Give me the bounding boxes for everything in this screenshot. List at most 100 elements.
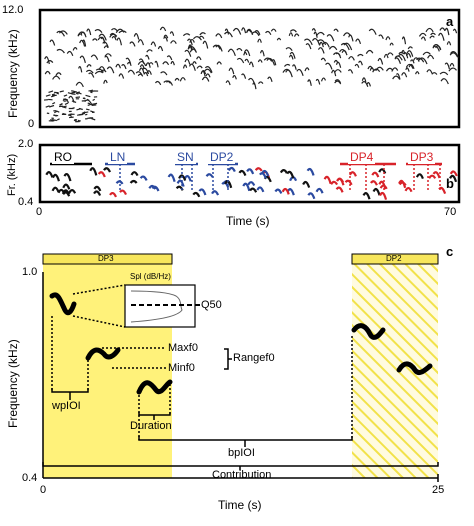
spectrogram-mark bbox=[449, 62, 455, 67]
spectrogram-mark bbox=[257, 81, 264, 85]
band-dp2-label: DP2 bbox=[386, 254, 402, 263]
spectrogram-mark bbox=[54, 110, 58, 114]
spectrogram-mark bbox=[339, 48, 348, 56]
spectrogram-b-mark bbox=[148, 184, 157, 190]
minf0-label: Minf0 bbox=[168, 362, 195, 374]
spectrogram-b-mark bbox=[51, 173, 60, 182]
spectrogram-mark bbox=[157, 45, 164, 52]
spectrogram-mark bbox=[440, 78, 449, 85]
spectrogram-mark bbox=[357, 53, 364, 57]
spectrogram-mark bbox=[259, 49, 265, 57]
spectrogram-mark bbox=[415, 71, 420, 75]
spectrogram-mark bbox=[170, 40, 177, 44]
note-1 bbox=[49, 292, 77, 316]
spectrogram-mark bbox=[192, 61, 197, 65]
spectrogram-mark bbox=[77, 33, 83, 37]
spectrogram-mark bbox=[232, 75, 237, 80]
spectrogram-mark bbox=[69, 114, 73, 117]
spectrogram-mark bbox=[52, 75, 61, 80]
spectrogram-b-mark bbox=[97, 171, 106, 178]
spectrogram-mark bbox=[111, 28, 119, 32]
spectrogram-b-mark bbox=[306, 167, 315, 176]
spectrogram-mark bbox=[86, 28, 92, 36]
spectrogram-mark bbox=[267, 76, 273, 82]
spectrogram-mark bbox=[340, 42, 350, 51]
spectrogram-mark bbox=[85, 108, 90, 111]
spectrogram-mark bbox=[288, 32, 294, 37]
spectrogram-mark bbox=[321, 41, 330, 48]
panel-a-spectrogram bbox=[38, 8, 461, 129]
spectrogram-b-mark bbox=[371, 171, 380, 178]
spectrogram-mark bbox=[394, 57, 401, 64]
spectrogram-mark bbox=[150, 41, 157, 47]
spectrogram-mark bbox=[199, 32, 206, 36]
spectrogram-mark bbox=[432, 43, 442, 51]
spectrogram-mark bbox=[392, 75, 401, 80]
spectrogram-mark bbox=[227, 48, 236, 57]
spectrogram-mark bbox=[368, 28, 377, 35]
spectrogram-mark bbox=[79, 39, 86, 47]
spectrogram-mark bbox=[375, 66, 384, 72]
spectrogram-mark bbox=[200, 69, 207, 75]
spectrogram-mark bbox=[270, 28, 277, 32]
spectrogram-mark bbox=[431, 72, 438, 75]
spectrogram-mark bbox=[410, 59, 415, 64]
spectrogram-mark bbox=[289, 51, 296, 59]
spectrogram-mark bbox=[293, 33, 300, 37]
spectrogram-mark bbox=[450, 51, 459, 58]
spectrogram-mark bbox=[263, 57, 273, 62]
spectrogram-mark bbox=[397, 53, 406, 62]
spectrogram-mark bbox=[163, 80, 172, 84]
panel-c-letter: c bbox=[446, 244, 454, 259]
panel-a-y-max-tick: 12.0 bbox=[2, 4, 24, 16]
spectrogram-mark bbox=[163, 34, 169, 39]
spectrogram-mark bbox=[53, 114, 57, 117]
spectrogram-mark bbox=[77, 113, 82, 116]
spectrogram-mark bbox=[81, 112, 86, 115]
spectrogram-mark bbox=[444, 27, 450, 36]
spectrogram-mark bbox=[59, 90, 64, 93]
spectrogram-b-mark bbox=[129, 179, 138, 184]
spectrogram-mark bbox=[335, 61, 342, 68]
panel-b-annotated-spectrogram bbox=[38, 143, 461, 204]
spectrogram-mark bbox=[405, 67, 410, 72]
spectrogram-mark bbox=[179, 77, 186, 82]
spectrogram-mark bbox=[94, 29, 103, 34]
spectrogram-mark bbox=[196, 56, 202, 61]
spectrogram-mark bbox=[354, 63, 360, 68]
spectrogram-mark bbox=[205, 73, 211, 78]
spectrogram-b-mark bbox=[198, 188, 207, 196]
spectrogram-b-mark bbox=[286, 170, 295, 179]
spectrogram-b-mark bbox=[103, 167, 111, 173]
spectrogram-mark bbox=[86, 64, 92, 68]
spectrogram-mark bbox=[328, 45, 338, 51]
bracket-dp4 bbox=[340, 162, 396, 190]
spectrogram-mark bbox=[311, 28, 316, 32]
spectrogram-mark bbox=[348, 56, 355, 61]
spectrogram-b-mark bbox=[151, 185, 160, 192]
spectrogram-b-mark bbox=[344, 179, 353, 186]
band-dp2-header bbox=[351, 253, 439, 265]
spectrogram-mark bbox=[358, 60, 363, 66]
spectrogram-mark bbox=[292, 64, 297, 70]
spectrogram-mark bbox=[252, 82, 257, 90]
spectrogram-mark bbox=[154, 80, 162, 86]
spectrogram-b-mark bbox=[274, 188, 283, 194]
spectrogram-mark bbox=[254, 30, 261, 36]
spectrogram-b-mark bbox=[227, 166, 236, 173]
spectrogram-mark bbox=[85, 94, 91, 98]
spectrogram-mark bbox=[193, 36, 202, 41]
spectrogram-b-mark bbox=[178, 174, 187, 181]
spectrogram-mark bbox=[44, 70, 51, 75]
spectrogram-mark bbox=[84, 111, 89, 114]
wpioi-label: wpIOI bbox=[52, 400, 81, 412]
spectrogram-mark bbox=[416, 57, 425, 63]
spectrogram-mark bbox=[87, 102, 91, 105]
spectrogram-mark bbox=[203, 68, 212, 74]
spectrogram-mark bbox=[79, 55, 86, 63]
spectrogram-mark bbox=[115, 63, 121, 69]
spectrogram-mark bbox=[313, 31, 318, 38]
spectrogram-mark bbox=[348, 34, 354, 42]
spectrogram-b-mark bbox=[246, 168, 255, 175]
spectrogram-mark bbox=[334, 79, 342, 84]
